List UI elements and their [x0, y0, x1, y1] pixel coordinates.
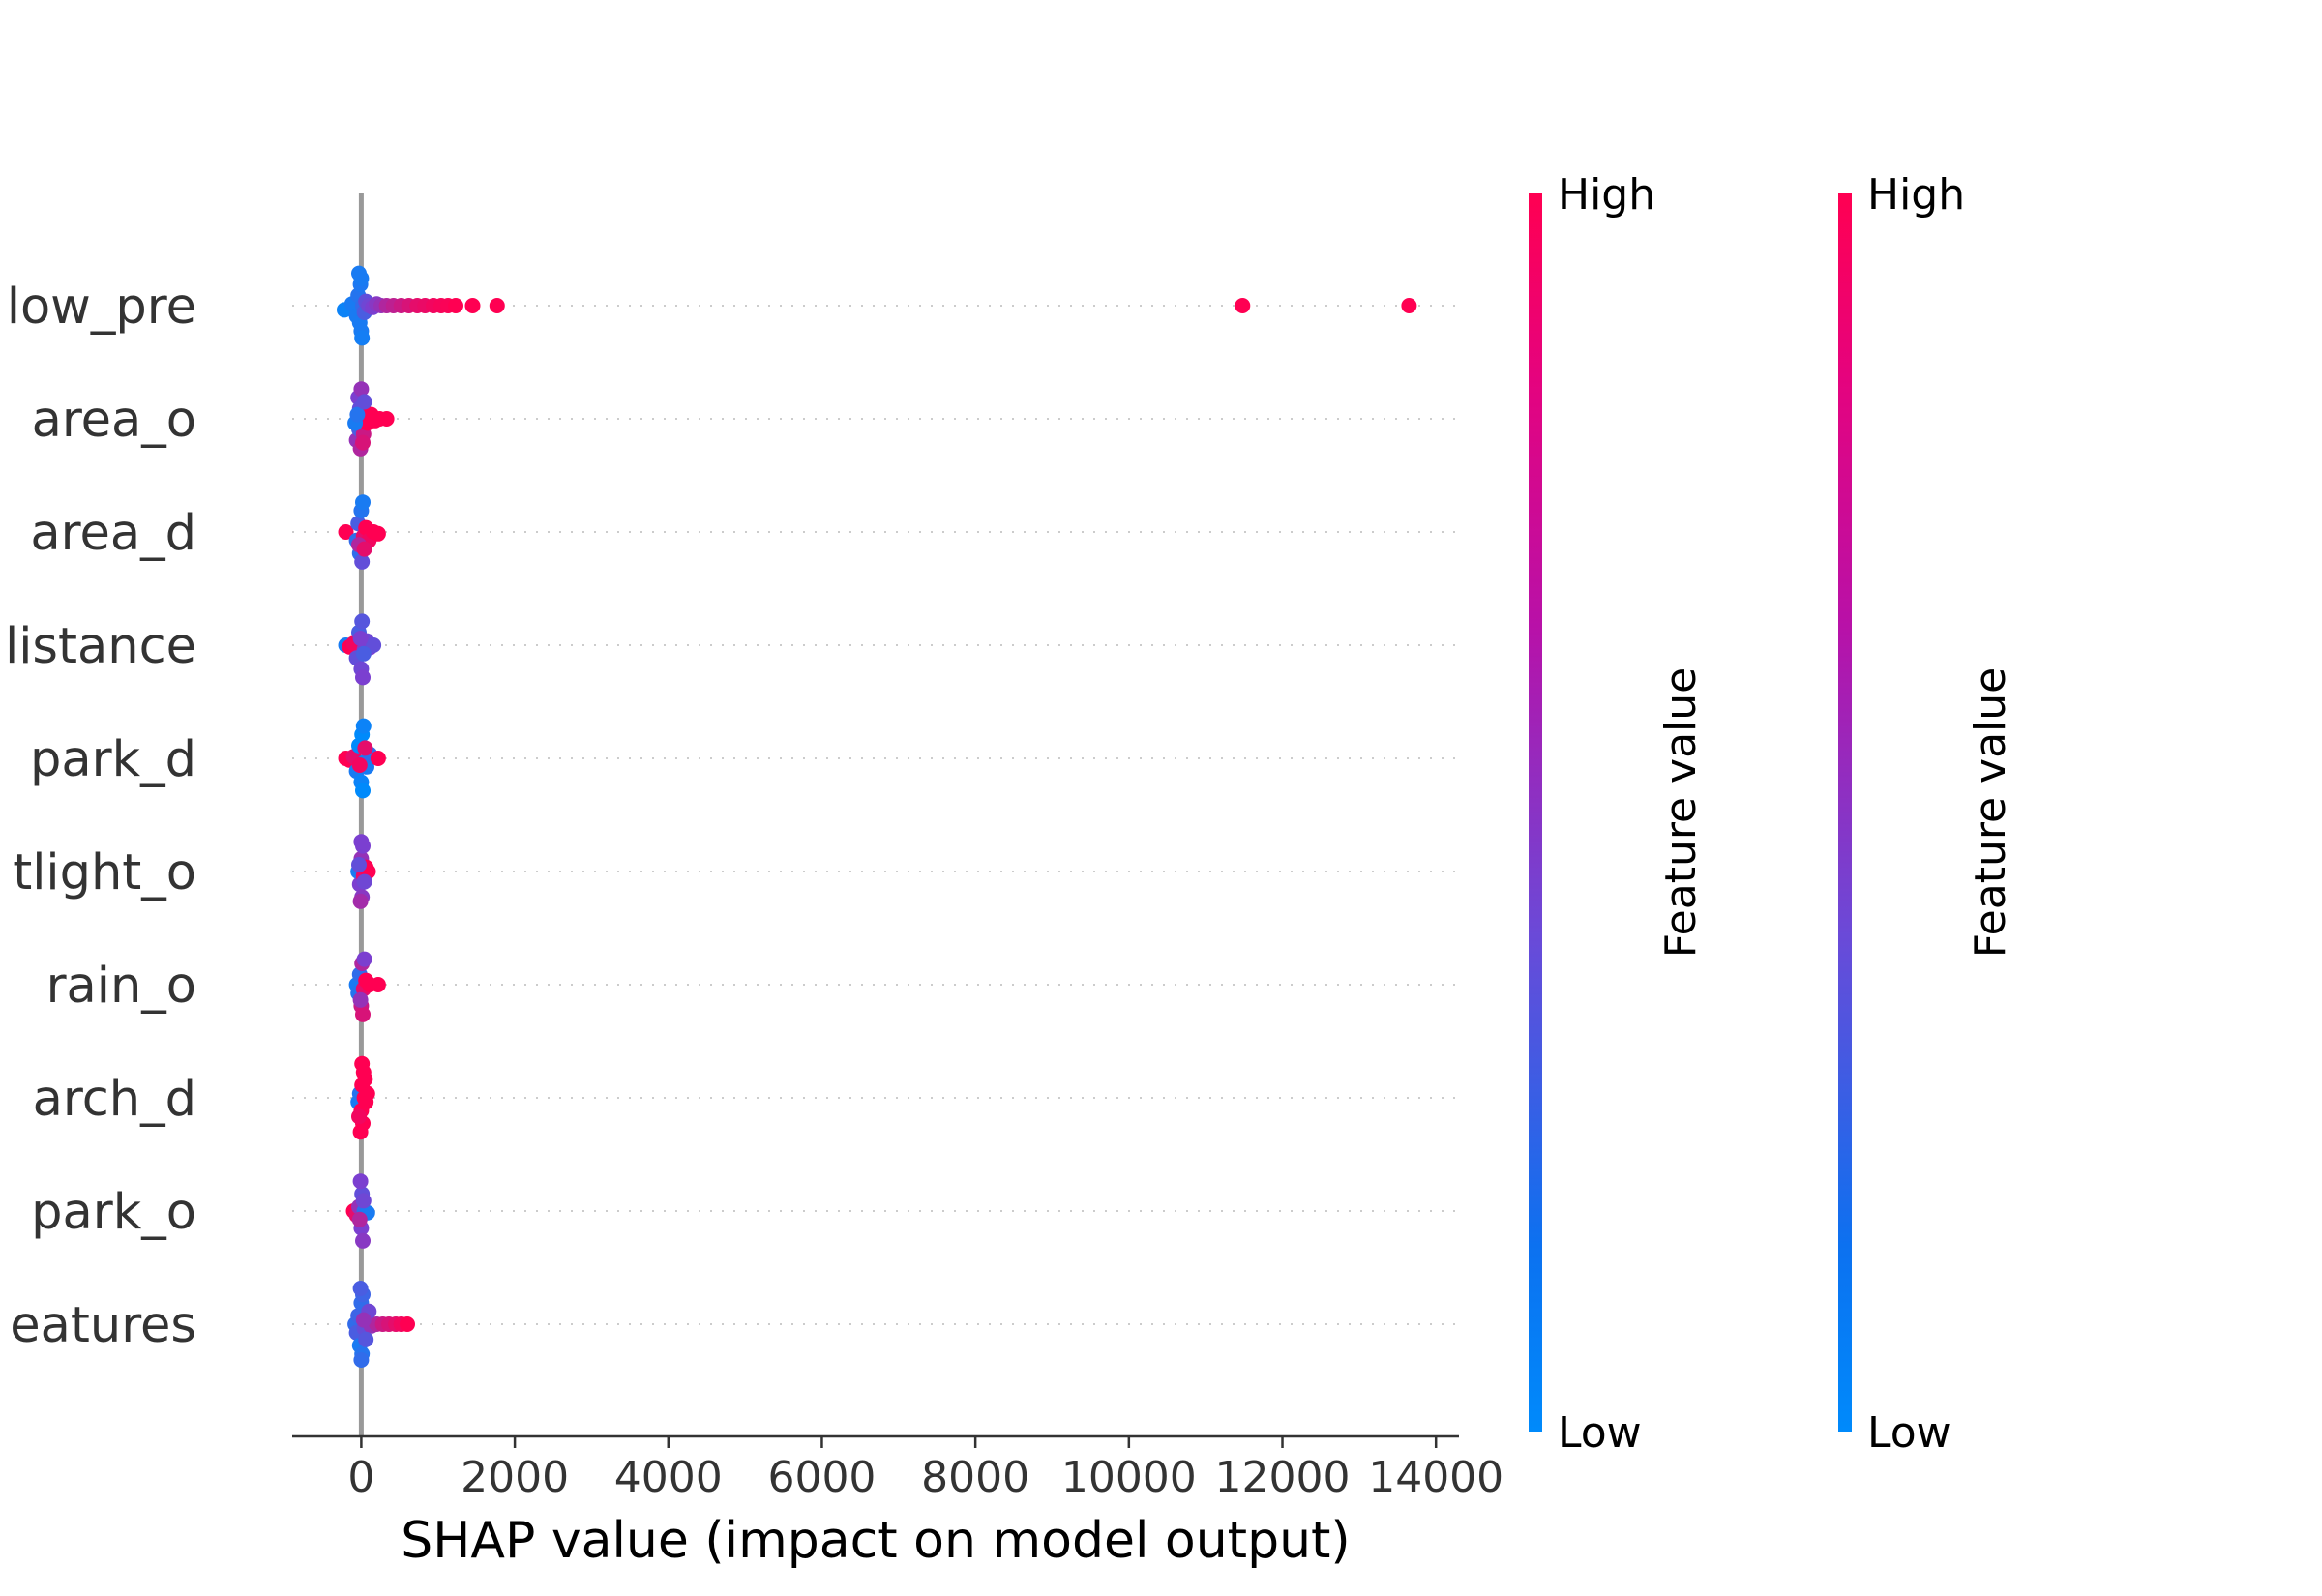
shap-point — [352, 1124, 369, 1140]
x-tick-label: 2000 — [461, 1453, 569, 1502]
shap-point — [354, 1055, 371, 1072]
row-gridlines — [292, 305, 1459, 1325]
shap-point — [370, 977, 386, 992]
shap-point — [1401, 298, 1417, 313]
colorbar-1-title: Feature value — [1656, 667, 1706, 958]
colorbar-2-gradient — [1838, 193, 1852, 1432]
shap-point — [356, 394, 372, 410]
shap-point — [355, 1232, 371, 1249]
shap-point — [464, 298, 481, 313]
shap-point — [355, 669, 371, 686]
shap-point — [355, 1312, 372, 1328]
shap-point — [356, 541, 372, 557]
shap-point — [355, 645, 372, 662]
x-tick-label: 6000 — [767, 1453, 876, 1502]
shap-point — [356, 873, 372, 890]
shap-point — [355, 434, 371, 451]
colorbar-1-high-label: High — [1558, 170, 1655, 220]
shap-point — [358, 1331, 374, 1347]
shap-point — [353, 1352, 370, 1368]
shap-point — [359, 1085, 375, 1102]
shap-point — [355, 1193, 372, 1209]
x-tick-label: 12000 — [1215, 1453, 1351, 1502]
shap-point — [356, 951, 372, 967]
shap-point — [400, 1316, 415, 1332]
x-ticks: 0 2000 4000 6000 8000 10000 12000 14000 — [347, 1436, 1503, 1502]
feature-label: low_pre — [7, 279, 196, 336]
shap-point — [354, 613, 371, 630]
feature-label: eatures — [10, 1297, 196, 1354]
shap-point — [351, 265, 367, 281]
feature-label: park_d — [30, 731, 196, 788]
x-tick-label: 4000 — [614, 1453, 723, 1502]
feature-labels: low_pre area_o area_d listance park_d tlight_… — [5, 279, 196, 1354]
shap-point — [352, 1281, 369, 1296]
feature-label: listance — [5, 618, 196, 675]
shap-point — [351, 857, 367, 872]
shap-point — [448, 298, 463, 313]
shap-point — [354, 553, 371, 570]
colorbar-2-high-label: High — [1867, 170, 1965, 220]
shap-point — [1235, 298, 1251, 313]
shap-point — [351, 1108, 367, 1125]
shap-point — [352, 631, 369, 646]
colorbar-2-low-label: Low — [1867, 1408, 1951, 1458]
shap-point — [370, 525, 386, 542]
colorbar-1-gradient — [1529, 193, 1542, 1432]
feature-label: tlight_o — [13, 844, 196, 901]
colorbar-2-title: Feature value — [1966, 667, 2015, 958]
x-tick-label: 14000 — [1368, 1453, 1503, 1502]
feature-label: park_o — [31, 1184, 196, 1241]
feature-label: area_d — [30, 505, 196, 562]
x-axis-label: SHAP value (impact on model output) — [401, 1512, 1350, 1570]
colorbar-1-low-label: Low — [1558, 1408, 1642, 1458]
colorbar-1: High Low Feature value — [1529, 170, 1706, 1458]
x-tick-label: 0 — [347, 1453, 374, 1502]
shap-points — [337, 265, 1417, 1368]
shap-point — [349, 406, 366, 423]
shap-point — [338, 524, 354, 540]
shap-point — [352, 991, 369, 1008]
feature-label: area_o — [32, 392, 196, 449]
feature-label: rain_o — [46, 958, 196, 1015]
x-tick-label: 8000 — [921, 1453, 1029, 1502]
shap-point — [351, 757, 368, 773]
shap-point — [355, 494, 371, 511]
feature-label: arch_d — [33, 1071, 196, 1128]
shap-point — [378, 411, 395, 427]
shap-point — [352, 1173, 369, 1190]
shap-point — [355, 1006, 371, 1022]
shap-point — [353, 381, 370, 398]
shap-point — [352, 893, 369, 909]
shap-point — [370, 751, 386, 766]
shap-point — [489, 298, 505, 313]
shap-point — [357, 1071, 373, 1087]
shap-point — [357, 740, 373, 756]
colorbar-2: High Low Feature value — [1838, 170, 2015, 1458]
shap-point — [355, 718, 372, 734]
shap-point — [354, 330, 371, 346]
x-tick-label: 10000 — [1061, 1453, 1197, 1502]
shap-point — [351, 1211, 368, 1227]
shap-point — [355, 783, 371, 799]
shap-point — [353, 834, 370, 850]
